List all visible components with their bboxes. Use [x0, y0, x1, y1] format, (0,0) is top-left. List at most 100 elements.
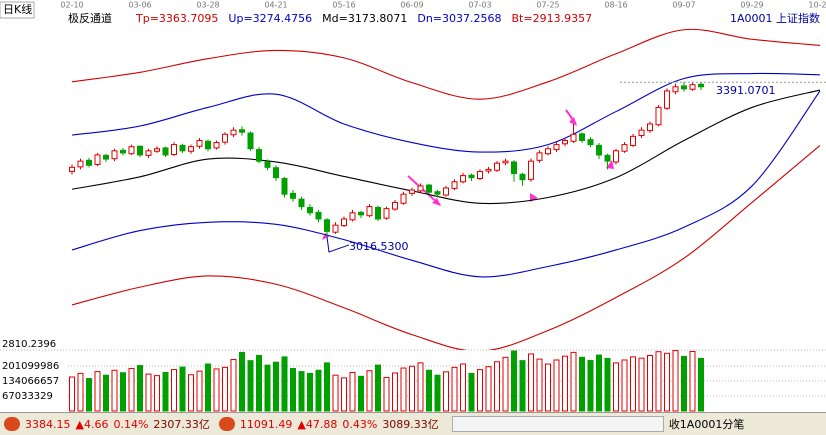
- candle-body: [468, 174, 475, 179]
- band-legend: Bt=2913.9357: [512, 12, 593, 25]
- volume-bar: [519, 360, 526, 412]
- candle-body: [154, 148, 160, 152]
- volume-bar: [545, 363, 551, 412]
- volume-bar: [94, 371, 101, 412]
- volume-bar: [681, 355, 687, 412]
- candle-body: [358, 211, 364, 216]
- candle-body: [562, 139, 568, 145]
- candle-body: [400, 193, 407, 204]
- status-bar: 3384.15 ▲4.66 0.14% 2307.33亿 11091.49 ▲4…: [0, 412, 826, 435]
- candle-body: [553, 144, 560, 151]
- candle-body: [511, 161, 517, 175]
- candle-body: [111, 150, 118, 160]
- candle-body: [494, 162, 500, 171]
- candle-body: [145, 150, 152, 156]
- volume-bar: [298, 371, 305, 412]
- volume-bar: [579, 356, 585, 412]
- candle-body: [77, 160, 84, 168]
- volume-bar: [477, 369, 483, 412]
- volume-bar: [604, 357, 611, 412]
- period-box[interactable]: [0, 1, 35, 19]
- signal-arrow: [569, 117, 577, 126]
- volume-bar: [383, 376, 390, 412]
- volume-bar: [137, 365, 143, 412]
- annotation-label: 3391.0701: [716, 84, 776, 97]
- volume-bar: [528, 353, 534, 412]
- annotation-label: 3016.5300: [349, 240, 409, 253]
- symbol-name: 上证指数: [776, 11, 820, 25]
- annotation-line: [326, 236, 350, 253]
- volume-bar: [324, 362, 330, 412]
- candle-body: [638, 129, 645, 137]
- volume-bar: [205, 363, 211, 412]
- volume-bar: [417, 362, 424, 412]
- candle-body: [434, 191, 441, 195]
- candle-body: [324, 219, 330, 232]
- x-tick-label: 04-21: [264, 1, 287, 10]
- volume-bar: [451, 366, 458, 412]
- volume-bar: [196, 370, 203, 412]
- sz-pct: 0.43%: [342, 417, 378, 431]
- volume-bar: [179, 366, 186, 412]
- volume-bar: [222, 366, 228, 412]
- candle-body: [213, 142, 220, 149]
- volume-bar: [256, 355, 262, 412]
- candle-body: [664, 90, 670, 109]
- scrollbar[interactable]: [451, 416, 664, 432]
- volume-bar: [239, 351, 245, 412]
- volume-bar: [647, 355, 653, 412]
- candle-body: [69, 166, 75, 172]
- volume-bar: [613, 362, 619, 412]
- sh-amount: 2307.33亿: [153, 418, 210, 431]
- volume-bar: [621, 359, 628, 412]
- candle-body: [273, 167, 279, 179]
- volume-bar: [494, 361, 500, 412]
- volume-bar: [655, 351, 662, 412]
- candle-body: [630, 135, 636, 146]
- candle-body: [196, 139, 203, 147]
- price-pane: [69, 28, 821, 350]
- volume-bar: [468, 372, 475, 412]
- sz-icon[interactable]: [218, 417, 235, 431]
- sh-icon[interactable]: [4, 417, 20, 431]
- candle-body: [502, 160, 509, 164]
- volume-bar: [536, 358, 543, 412]
- candle-body: [120, 149, 126, 154]
- x-tick-label: 06-09: [400, 1, 423, 10]
- volume-bar: [392, 372, 398, 412]
- sh-change: ▲4.66: [75, 417, 109, 431]
- candle-body: [171, 144, 177, 156]
- volume-bar: [69, 376, 75, 412]
- candle-body: [256, 149, 262, 162]
- volume-bar: [587, 359, 594, 412]
- band-line: [71, 72, 821, 153]
- candle-body: [485, 168, 492, 172]
- volume-bar: [307, 372, 313, 412]
- volume-bar: [409, 365, 415, 412]
- candle-body: [383, 208, 390, 219]
- candle-body: [392, 201, 398, 210]
- candle-body: [332, 224, 339, 233]
- ticker[interactable]: 收1A0001分笔: [668, 418, 745, 431]
- candle-body: [689, 84, 696, 90]
- volume-bar: [460, 363, 466, 412]
- band-legend: Up=3274.4756: [228, 12, 312, 25]
- volume-bar: [553, 359, 560, 412]
- candle-body: [375, 206, 381, 220]
- x-tick-label: 09-07: [672, 1, 695, 10]
- background: [0, 0, 826, 412]
- candle-body: [222, 133, 228, 143]
- candle-body: [239, 129, 245, 133]
- band-line: [71, 28, 821, 100]
- volume-bar: [664, 352, 670, 412]
- volume-bar: [341, 377, 347, 412]
- candle-body: [647, 123, 653, 132]
- volume-bar: [485, 366, 492, 412]
- volume-bar: [315, 369, 322, 412]
- volume-bar: [400, 367, 407, 412]
- volume-bar: [103, 374, 109, 412]
- volume-bar: [689, 350, 696, 412]
- candle-body: [545, 148, 551, 155]
- candle-body: [86, 159, 92, 166]
- volume-bar: [120, 372, 126, 412]
